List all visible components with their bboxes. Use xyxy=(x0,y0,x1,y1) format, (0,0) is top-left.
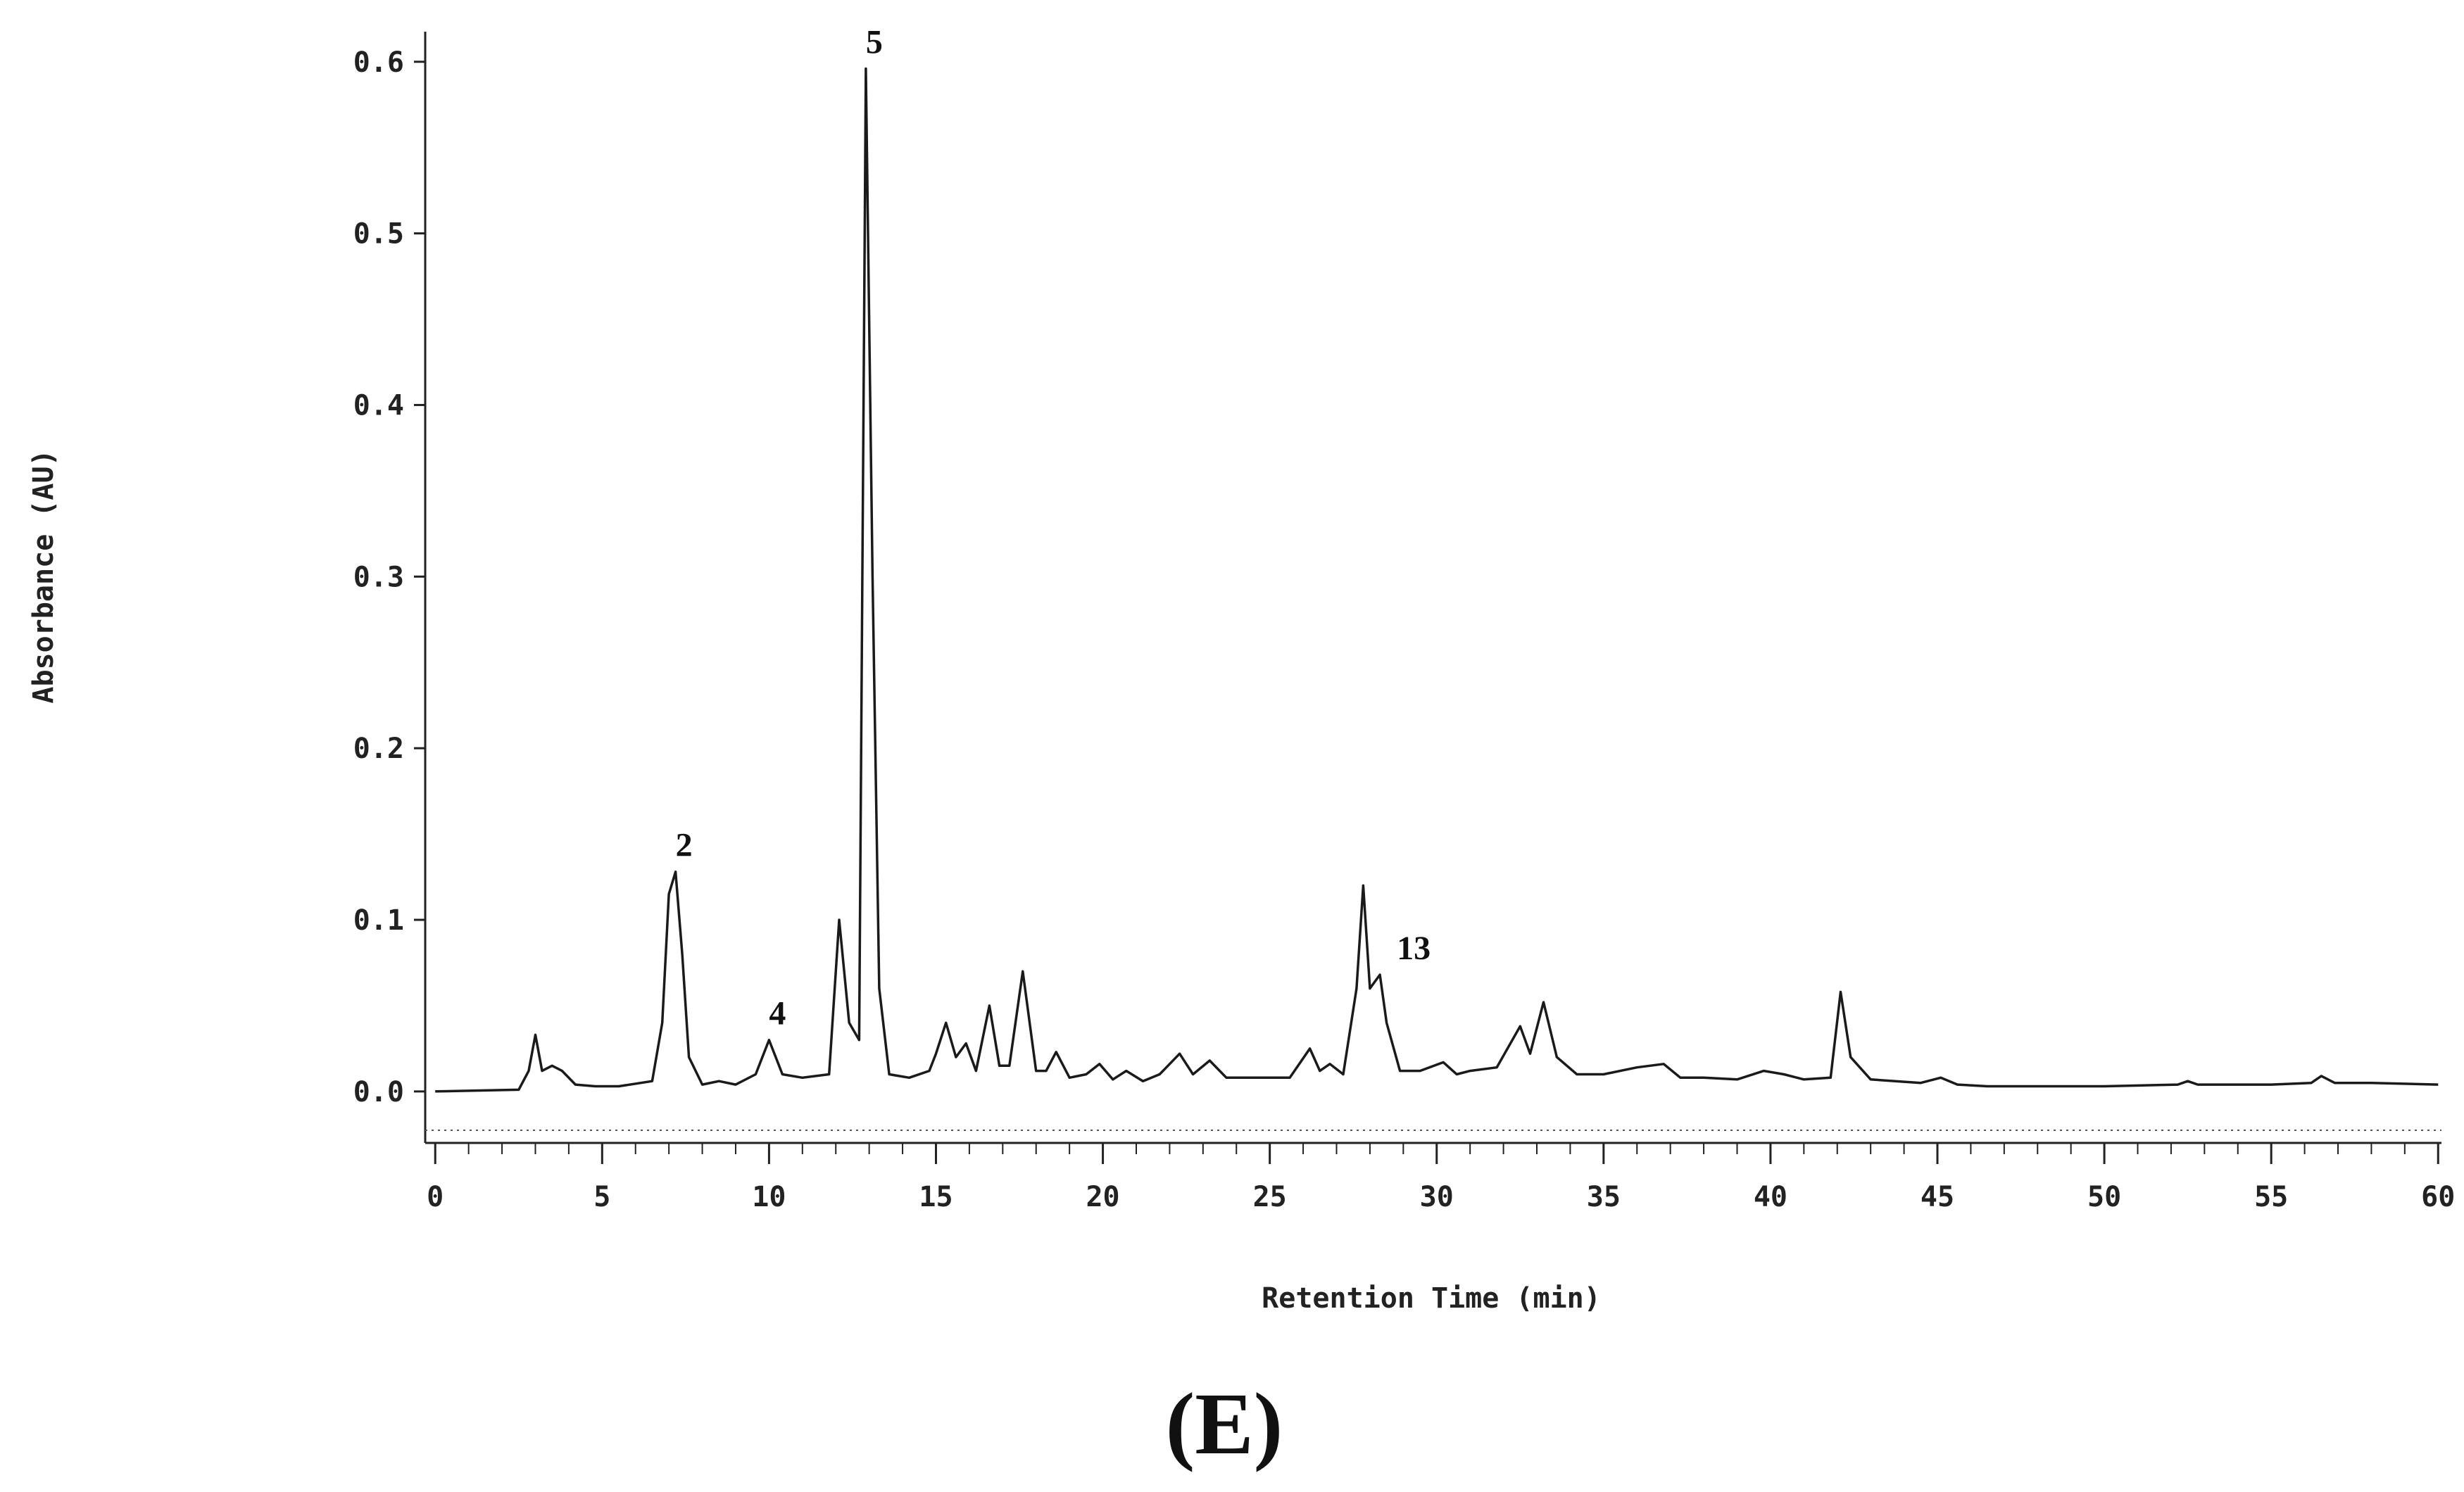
x-tick-label: 20 xyxy=(1086,1181,1119,1213)
peak-label: 4 xyxy=(769,995,786,1032)
y-tick-label: 0.6 xyxy=(353,46,404,79)
x-tick-label: 40 xyxy=(1754,1181,1787,1213)
y-tick-label: 0.1 xyxy=(353,904,404,937)
x-tick-label: 0 xyxy=(427,1181,444,1213)
x-tick-label: 50 xyxy=(2087,1181,2121,1213)
x-tick-label: 60 xyxy=(2421,1181,2455,1213)
x-tick-label: 10 xyxy=(752,1181,786,1213)
x-tick-label: 15 xyxy=(919,1181,953,1213)
peak-label: 5 xyxy=(866,24,883,61)
y-tick-label: 0.2 xyxy=(353,733,404,765)
x-tick-label: 5 xyxy=(593,1181,610,1213)
y-tick-label: 0.5 xyxy=(353,218,404,251)
chromatogram-line xyxy=(435,67,2439,1093)
y-tick-label: 0.0 xyxy=(353,1076,404,1108)
y-tick-label: 0.3 xyxy=(353,561,404,593)
y-tick-label: 0.4 xyxy=(353,389,404,422)
x-axis-label: Retention Time (min) xyxy=(1262,1282,1601,1315)
peak-label: 2 xyxy=(676,827,693,864)
panel-label: (E) xyxy=(1166,1376,1283,1473)
y-axis-label: Absorbance (AU) xyxy=(27,449,60,703)
x-tick-label: 25 xyxy=(1253,1181,1287,1213)
peak-label: 13 xyxy=(1397,930,1431,967)
x-tick-label: 45 xyxy=(1921,1181,1954,1213)
x-tick-label: 35 xyxy=(1587,1181,1621,1213)
x-tick-label: 55 xyxy=(2254,1181,2288,1213)
x-tick-label: 30 xyxy=(1420,1181,1454,1213)
